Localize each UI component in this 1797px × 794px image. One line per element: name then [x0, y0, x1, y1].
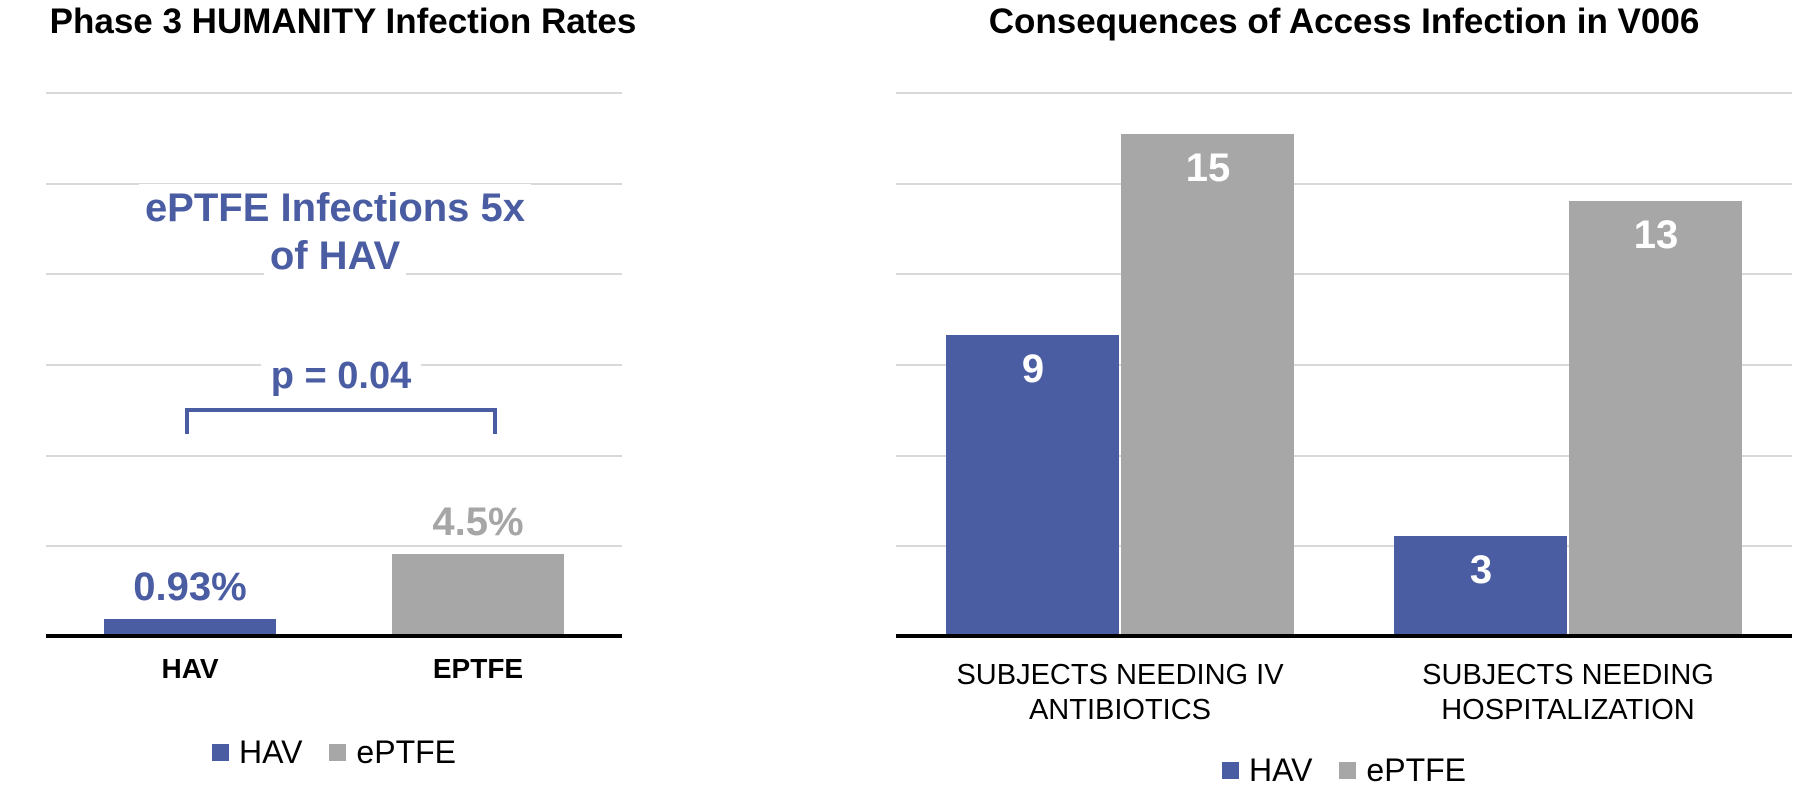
eptfe-legend-swatch-icon [329, 743, 347, 761]
multiplier-annotation-line2: of HAV [263, 232, 407, 280]
left-chart-category-label-0: HAV [161, 653, 219, 684]
p-value-label: p = 0.04 [66, 354, 616, 398]
right-chart-gridline [896, 364, 1792, 366]
left-chart-legend-label: ePTFE [356, 734, 456, 770]
left-chart-category-label-1: EPTFE [432, 653, 524, 684]
right-chart-gridline [896, 545, 1792, 547]
right-chart-gridline [896, 273, 1792, 275]
left-chart-bar-hav-value-label: 0.93% [133, 565, 247, 609]
right-chart-legend-entry-eptfe: ePTFE [1339, 751, 1466, 789]
right-chart-legend-entry-hav: HAV [1222, 751, 1312, 789]
right-chart-bar-eptfe-1-value-label: 13 [1633, 213, 1679, 257]
hav-legend-swatch-icon [1222, 761, 1239, 779]
eptfe-legend-swatch-icon [1339, 761, 1357, 779]
right-chart-x-axis [896, 634, 1792, 638]
left-chart-gridline [46, 455, 622, 457]
right-chart-legend-label: HAV [1249, 752, 1313, 788]
left-chart-bar-hav [104, 619, 276, 636]
right-chart-gridline [896, 92, 1792, 94]
right-chart-bar-eptfe-1 [1569, 201, 1742, 636]
left-chart-x-axis [46, 634, 622, 638]
left-chart-title: Phase 3 HUMANITY Infection Rates [49, 2, 637, 41]
right-chart-title: Consequences of Access Infection in V006 [988, 2, 1700, 41]
left-chart-legend-label: HAV [239, 734, 303, 770]
left-chart-bar-eptfe-value-label: 4.5% [432, 500, 524, 544]
right-chart-gridline [896, 183, 1792, 185]
left-chart-legend: HAV ePTFE [46, 733, 622, 771]
significance-bracket [185, 408, 497, 434]
right-chart-gridline [896, 455, 1792, 457]
right-chart-legend-label: ePTFE [1366, 752, 1466, 788]
multiplier-annotation: ePTFE Infections 5x of HAV [40, 184, 630, 280]
right-chart-bar-eptfe-0 [1121, 134, 1294, 636]
left-chart-gridline [46, 92, 622, 94]
right-chart-category-label-0: SUBJECTS NEEDING IV ANTIBIOTICS [956, 659, 1284, 726]
hav-legend-swatch-icon [212, 743, 229, 761]
left-chart-legend-entry-eptfe: ePTFE [329, 733, 456, 771]
right-chart-bar-eptfe-0-value-label: 15 [1185, 146, 1231, 190]
right-chart-bar-hav-1 [1394, 536, 1567, 636]
right-chart-legend: HAV ePTFE [896, 751, 1792, 789]
left-chart-legend-entry-hav: HAV [212, 733, 302, 771]
multiplier-annotation-line1: ePTFE Infections 5x [138, 184, 532, 232]
right-chart-bar-hav-1-value-label: 3 [1469, 548, 1493, 592]
right-chart-bar-hav-0 [946, 335, 1119, 636]
left-chart-bar-eptfe [392, 554, 564, 636]
right-chart-bar-hav-0-value-label: 9 [1021, 347, 1045, 391]
right-chart-category-label-1: SUBJECTS NEEDING HOSPITALIZATION [1422, 659, 1714, 726]
left-chart-gridline [46, 545, 622, 547]
